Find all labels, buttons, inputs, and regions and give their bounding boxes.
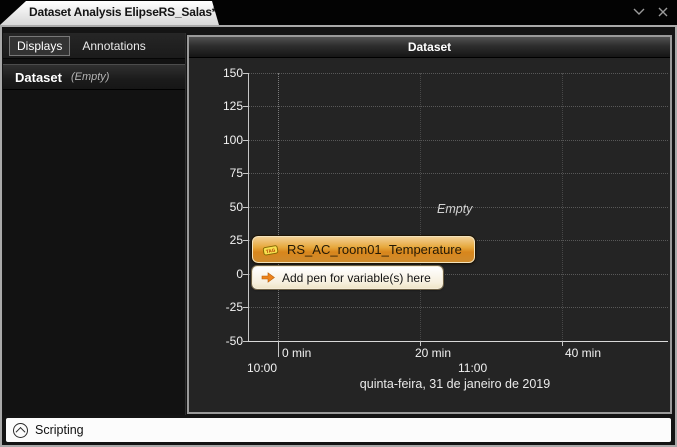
sidebar: Displays Annotations Dataset (Empty)	[3, 33, 186, 415]
y-tick-label: 50	[229, 200, 243, 214]
y-tick	[243, 307, 248, 308]
chevron-up-icon[interactable]	[13, 422, 28, 438]
dataset-item-status: (Empty)	[70, 71, 110, 83]
window-title: Dataset Analysis ElipseRS_Salas*	[29, 5, 217, 19]
window-controls	[632, 5, 670, 19]
y-tick-label: -25	[225, 300, 243, 314]
y-axis-line	[248, 73, 249, 342]
x-tick-40min	[562, 341, 563, 346]
tab-annotations[interactable]: Annotations	[82, 38, 146, 53]
y-tick	[243, 73, 248, 74]
gridline-h	[249, 274, 668, 275]
y-tick-label: -50	[225, 334, 243, 348]
y-tick	[243, 106, 248, 107]
x-tick-label: 40 min	[565, 346, 602, 360]
gridline-h	[249, 106, 668, 107]
y-tick	[243, 274, 248, 275]
gridline-h	[249, 73, 668, 74]
x-tick-label: 20 min	[415, 346, 452, 360]
y-tick	[243, 173, 248, 174]
dragged-pen-label: RS_AC_room01_Temperature	[287, 242, 462, 257]
close-icon[interactable]	[656, 5, 670, 19]
gridline-v-40min	[562, 73, 563, 341]
sidebar-tabbar: Displays Annotations	[3, 33, 185, 59]
x-axis-line	[248, 341, 668, 342]
dataset-item-name: Dataset	[15, 69, 62, 85]
plot-area[interactable]: 150 125 100 75 50 25 0 -25 -50 0 min 20 …	[189, 58, 670, 412]
gridline-v-20min	[420, 73, 421, 341]
gridline-h	[249, 140, 668, 141]
drop-hint-label: Add pen for variable(s) here	[282, 270, 431, 285]
y-tick-label: 0	[236, 267, 243, 281]
tag-icon: TAG	[262, 244, 280, 256]
y-tick-label: 150	[222, 66, 243, 80]
y-tick-label: 125	[222, 99, 243, 113]
gridline-h	[249, 307, 668, 308]
tab-displays[interactable]: Displays	[9, 35, 71, 56]
hour-label: 10:00	[247, 361, 278, 375]
scripting-expander[interactable]: Scripting	[6, 418, 671, 442]
chevron-down-icon[interactable]	[632, 5, 646, 19]
title-bar: Dataset Analysis ElipseRS_Salas*	[0, 0, 677, 25]
sidebar-item-dataset[interactable]: Dataset (Empty)	[3, 64, 185, 90]
x-tick-label: 0 min	[282, 346, 312, 360]
gridline-v-0min	[278, 73, 279, 341]
y-tick	[243, 240, 248, 241]
svg-text:TAG: TAG	[266, 247, 277, 254]
x-tick-0min	[278, 341, 279, 357]
gridline-h	[249, 173, 668, 174]
hour-label: 11:00	[458, 361, 488, 375]
scripting-label: Scripting	[35, 423, 84, 437]
panel-title: Dataset	[189, 37, 670, 58]
y-tick	[243, 207, 248, 208]
main-frame: Displays Annotations Dataset (Empty) Dat…	[0, 25, 677, 447]
y-tick-label: 25	[229, 233, 243, 247]
date-label: quinta-feira, 31 de janeiro de 2019	[359, 377, 551, 391]
y-tick-label: 75	[229, 166, 243, 180]
dataset-chart-panel: Dataset	[187, 35, 672, 414]
y-tick	[243, 341, 248, 342]
gridline-h	[249, 207, 668, 208]
arrow-right-icon	[261, 272, 275, 283]
y-tick	[243, 140, 248, 141]
add-pen-drop-target[interactable]: Add pen for variable(s) here	[252, 266, 443, 289]
chart-empty-label: Empty	[437, 202, 473, 216]
y-tick-label: 100	[222, 133, 243, 147]
document-tab[interactable]: Dataset Analysis ElipseRS_Salas*	[0, 1, 219, 25]
dragged-pen-item[interactable]: TAG RS_AC_room01_Temperature	[252, 236, 475, 263]
x-tick-20min	[420, 341, 421, 346]
